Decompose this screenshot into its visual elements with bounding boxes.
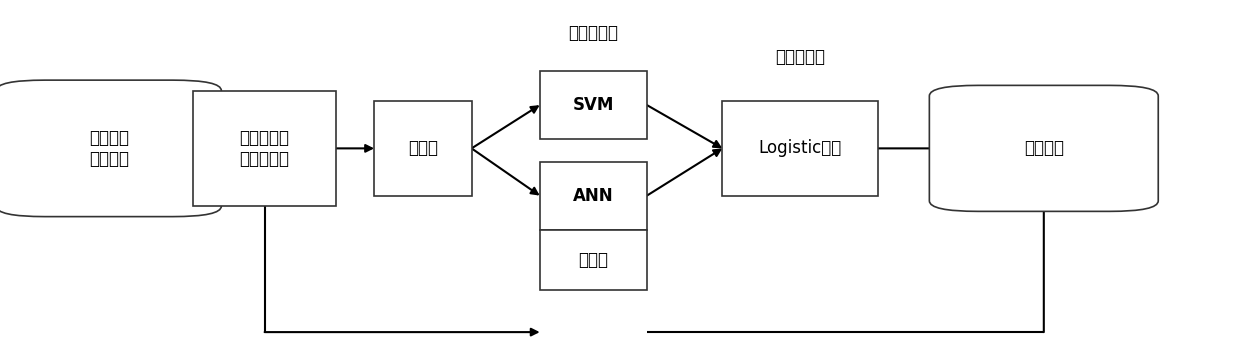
Text: 测试集: 测试集 [578, 251, 609, 269]
FancyBboxPatch shape [374, 101, 471, 196]
Text: SVM: SVM [573, 96, 614, 114]
FancyBboxPatch shape [539, 230, 647, 290]
Text: 数据预处理
和特征选择: 数据预处理 和特征选择 [239, 129, 290, 168]
FancyBboxPatch shape [539, 71, 647, 139]
FancyBboxPatch shape [723, 101, 878, 196]
Text: 原始鼠标
行为数据: 原始鼠标 行为数据 [89, 129, 129, 168]
FancyBboxPatch shape [929, 85, 1158, 211]
Text: Logistic回归: Logistic回归 [759, 139, 842, 157]
Text: 训练集: 训练集 [408, 139, 438, 157]
FancyBboxPatch shape [192, 90, 336, 206]
FancyBboxPatch shape [0, 80, 222, 217]
Text: 预测结果: 预测结果 [1024, 139, 1064, 157]
Text: 次级学习器: 次级学习器 [775, 47, 826, 65]
Text: 初级学习器: 初级学习器 [568, 24, 619, 42]
Text: ANN: ANN [573, 187, 614, 205]
FancyBboxPatch shape [539, 161, 647, 230]
